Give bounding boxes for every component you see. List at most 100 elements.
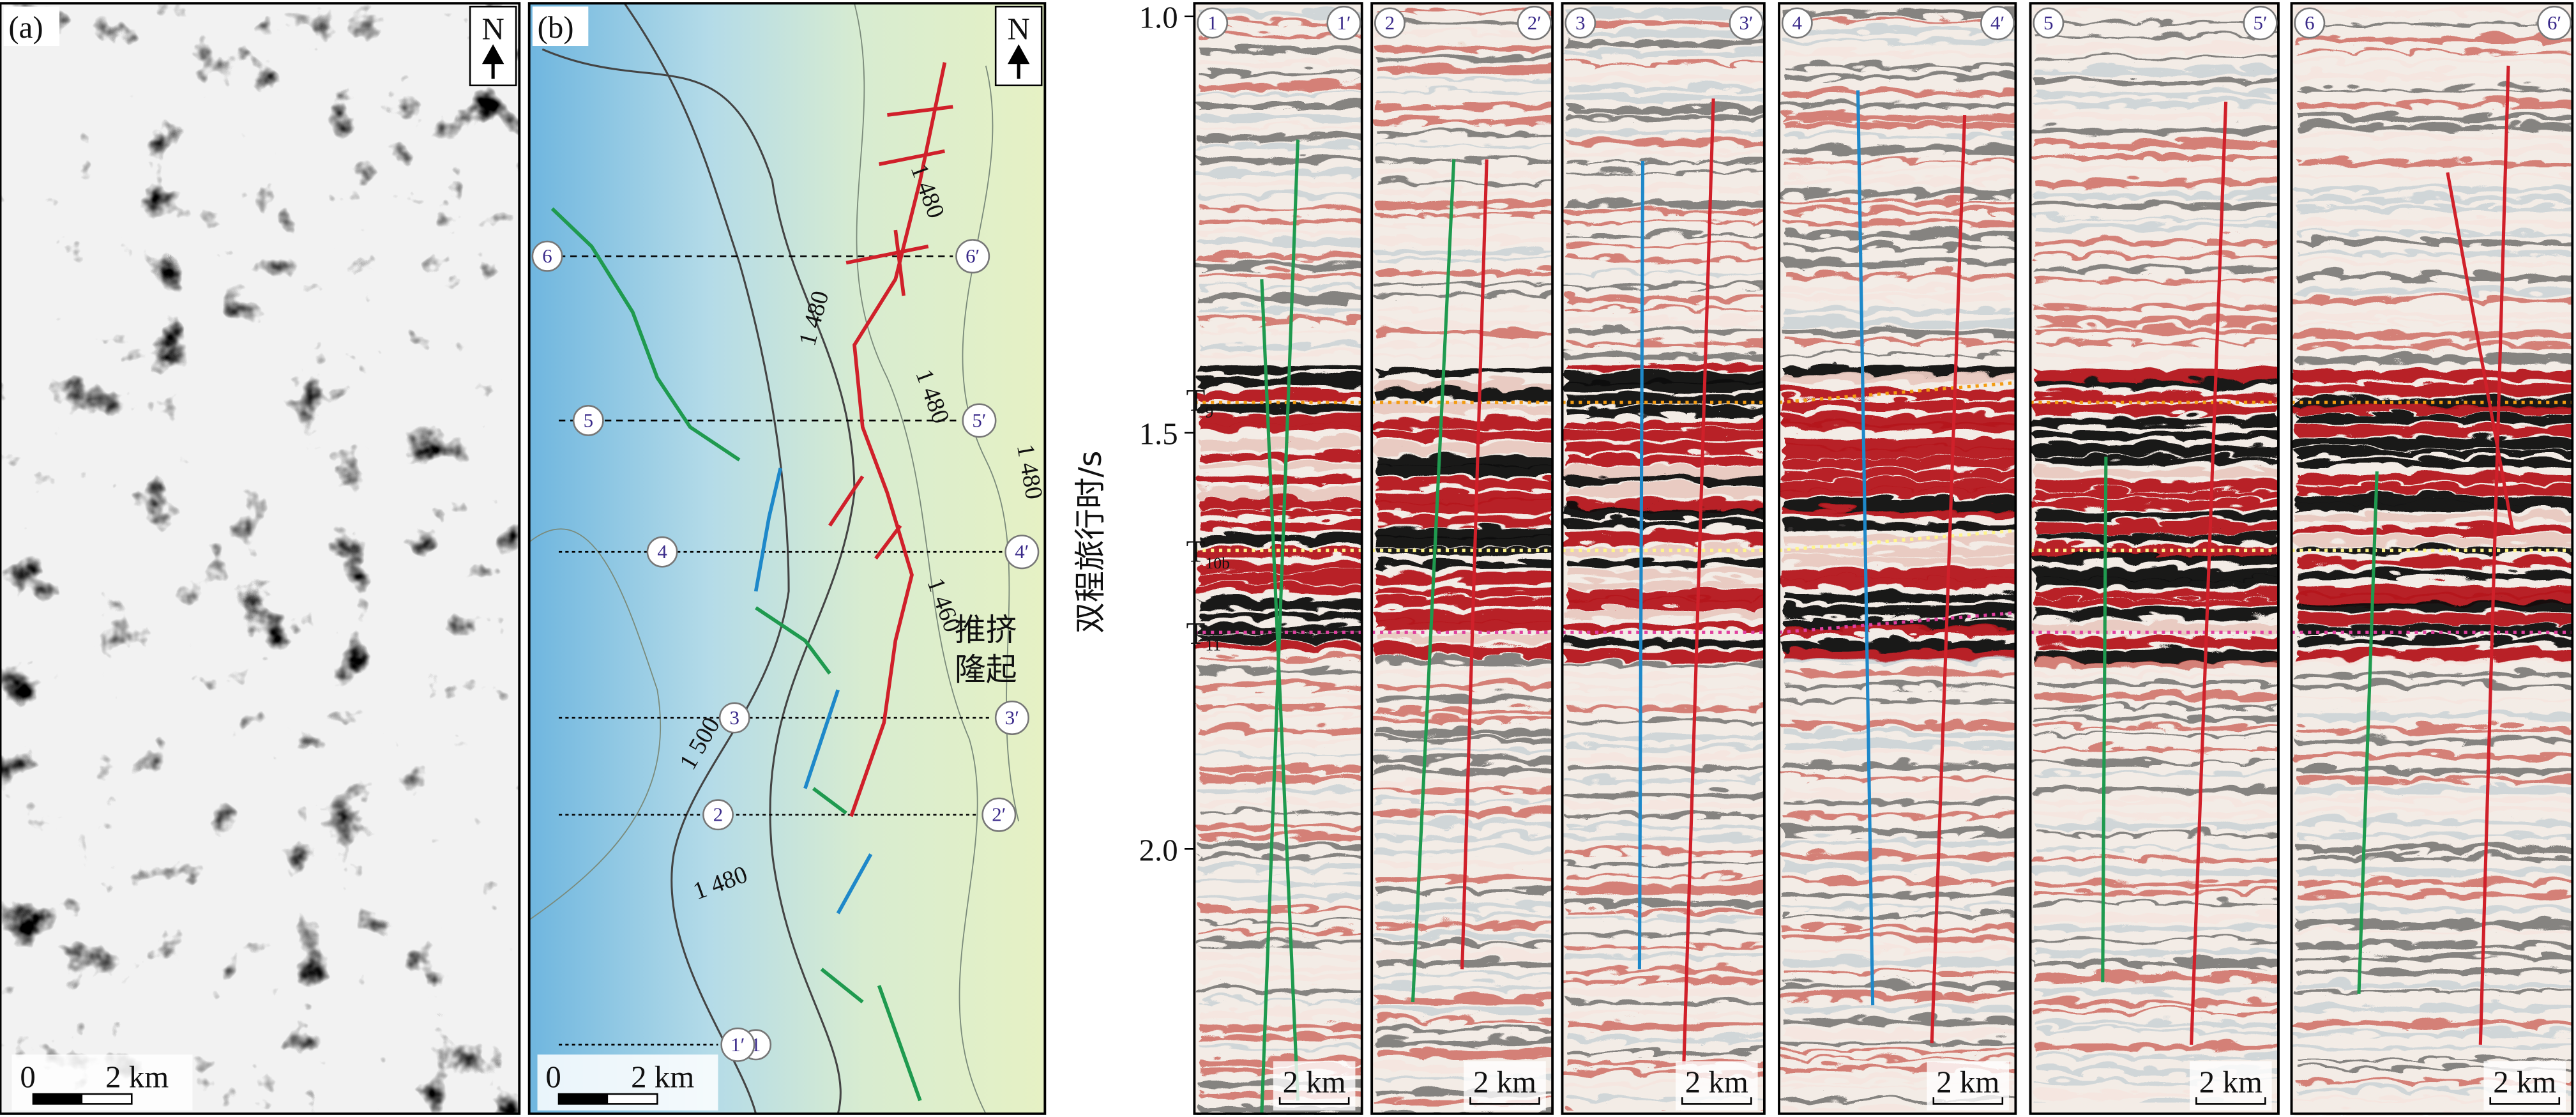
- profile-end: 3′: [1005, 707, 1019, 729]
- reflection: [2030, 956, 2278, 964]
- reflection: [1562, 338, 1764, 342]
- reflection: [1372, 365, 1553, 372]
- reflection: [1372, 73, 1553, 77]
- reflection: [1779, 681, 2016, 685]
- reflection: [1779, 337, 2016, 340]
- reflection: [2030, 123, 2278, 130]
- section-fault: [2357, 471, 2379, 994]
- horizon-sub: 9: [1205, 402, 1213, 421]
- reflection: [1194, 1006, 1362, 1014]
- reflection: [1194, 784, 1362, 788]
- reflection: [1779, 531, 2016, 539]
- reflection: [1194, 420, 1362, 427]
- reflection: [1372, 1086, 1553, 1092]
- reflection: [1562, 111, 1764, 116]
- reflection: [1779, 24, 2016, 29]
- reflection: [1779, 443, 2016, 454]
- reflection: [2030, 30, 2278, 34]
- reflection: [1194, 519, 1362, 526]
- reflection: [1779, 1002, 2016, 1008]
- reflection: [2030, 595, 2278, 603]
- reflection: [2291, 97, 2573, 103]
- reflection: [1562, 773, 1764, 779]
- reflection: [1372, 1015, 1553, 1020]
- section: 2 2′ 2 km: [1370, 2, 1554, 1115]
- y-tick-label: 1.5: [1139, 416, 1178, 452]
- section-frame: [2029, 2, 2280, 1115]
- reflection: [1372, 713, 1553, 718]
- reflection: [1562, 377, 1764, 388]
- reflection: [2030, 984, 2278, 991]
- reflection: [2030, 541, 2278, 552]
- reflection: [1194, 807, 1362, 810]
- reflection: [1562, 741, 1764, 747]
- contour-line: [542, 48, 856, 1114]
- reflection: [2291, 1095, 2573, 1098]
- reflection: [1779, 575, 2016, 584]
- reflection: [2291, 284, 2573, 291]
- reflection: [2030, 441, 2278, 452]
- reflection: [1779, 655, 2016, 660]
- profile-start: 3: [1575, 12, 1585, 34]
- reflection: [1779, 396, 2016, 407]
- reflection: [1194, 891, 1362, 896]
- reflection: [1779, 206, 2016, 210]
- reflection: [1372, 542, 1553, 551]
- scale-bar-fill: [559, 1093, 609, 1104]
- reflection: [1779, 990, 2016, 996]
- reflection: [2030, 476, 2278, 487]
- reflection: [1779, 385, 2016, 394]
- reflection: [2291, 1054, 2573, 1057]
- reflection: [2291, 634, 2573, 641]
- reflection: [2291, 6, 2573, 11]
- reflection: [1194, 303, 1362, 310]
- reflection: [1194, 851, 1362, 855]
- reflection: [1194, 484, 1362, 495]
- reflection: [1779, 156, 2016, 160]
- reflection: [1562, 204, 1764, 209]
- section-fault: [2478, 65, 2510, 1045]
- reflection: [1562, 230, 1764, 234]
- reflection: [2030, 657, 2278, 664]
- reflection: [1779, 772, 2016, 776]
- reflection: [1562, 16, 1764, 23]
- reflection: [1562, 761, 1764, 767]
- reflection: [1562, 216, 1764, 220]
- reflection: [1194, 326, 1362, 329]
- reflection: [1194, 750, 1362, 753]
- reflection: [1562, 46, 1764, 53]
- reflection: [2291, 694, 2573, 697]
- reflection: [2291, 621, 2573, 630]
- profile-end: 4′: [1990, 12, 2004, 34]
- reflection: [1562, 1009, 1764, 1014]
- scale-zero: 0: [545, 1060, 561, 1095]
- reflection: [1779, 1026, 2016, 1034]
- reflection: [1562, 882, 1764, 889]
- reflection: [1779, 15, 2016, 19]
- reflection: [2291, 294, 2573, 300]
- reflection: [1779, 666, 2016, 672]
- section-frame: [1370, 2, 1554, 1115]
- reflection: [1562, 483, 1764, 493]
- reflection: [1562, 70, 1764, 77]
- reflection: [2291, 433, 2573, 445]
- reflection: [1779, 506, 2016, 513]
- reflection: [1372, 340, 1553, 343]
- reflection: [1194, 121, 1362, 125]
- reflection: [2291, 110, 2573, 117]
- section-frame: [2290, 2, 2574, 1115]
- reflection: [2291, 667, 2573, 673]
- reflection: [1562, 324, 1764, 330]
- reflection: [1562, 566, 1764, 574]
- reflection: [2291, 202, 2573, 208]
- reflection: [1372, 254, 1553, 257]
- reflection: [1779, 61, 2016, 65]
- section-fault: [2190, 102, 2228, 1045]
- reflection: [1562, 821, 1764, 826]
- reflection: [2030, 263, 2278, 268]
- reflection: [2030, 550, 2278, 559]
- profile-marker: [2537, 6, 2572, 41]
- reflection: [1562, 254, 1764, 257]
- reflection: [2291, 47, 2573, 50]
- reflection: [1194, 153, 1362, 159]
